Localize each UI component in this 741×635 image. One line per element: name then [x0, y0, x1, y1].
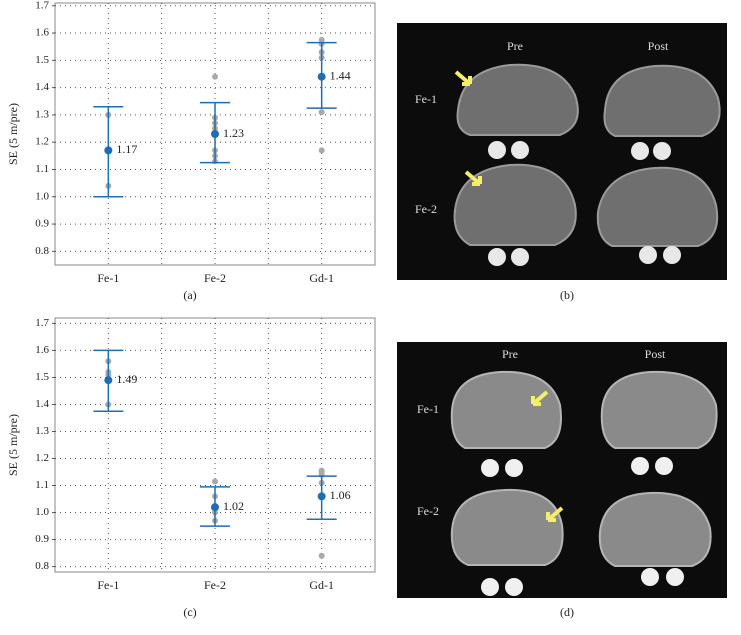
mean-marker	[317, 492, 326, 501]
mean-marker	[104, 376, 113, 385]
value-label: 1.23	[223, 126, 244, 140]
column-label: Post	[645, 347, 666, 361]
mri-slice	[598, 491, 712, 567]
y-tick-label: 1.0	[35, 506, 49, 518]
value-label: 1.17	[116, 142, 137, 156]
value-label: 1.02	[223, 499, 244, 513]
panel-label: (d)	[560, 605, 574, 619]
mean-marker	[211, 130, 219, 138]
y-tick-label: 1.4	[35, 81, 49, 93]
data-point	[318, 552, 325, 559]
x-tick-label: Fe-1	[97, 271, 119, 285]
mean-marker	[317, 72, 326, 81]
mean-marker	[104, 146, 113, 155]
y-tick-label: 1.5	[35, 54, 49, 66]
row-label: Fe-2	[415, 202, 437, 216]
y-tick-label: 1.1	[35, 163, 49, 175]
y-tick-label: 1.5	[35, 371, 49, 383]
y-tick-label: 1.0	[35, 190, 49, 202]
column-label: Pre	[507, 39, 523, 53]
mri-slice	[603, 64, 721, 137]
y-tick-label: 1.4	[35, 398, 49, 410]
arrow	[454, 70, 472, 86]
x-tick-label: Fe-2	[204, 271, 226, 285]
y-axis-label: SE (5 m/pre)	[6, 414, 20, 476]
value-label: 1.49	[116, 372, 137, 386]
panel-label: (c)	[183, 605, 196, 619]
y-tick-label: 1.2	[35, 136, 49, 148]
column-label: Post	[648, 39, 669, 53]
arrow	[546, 506, 564, 522]
y-tick-label: 1.7	[35, 0, 49, 11]
data-point	[212, 478, 218, 485]
data-point	[212, 73, 218, 80]
row-label: Fe-1	[415, 92, 437, 106]
mri-panel-b: Pre Post Fe-1 Fe-2	[397, 23, 727, 280]
mean-marker	[211, 503, 219, 512]
mri-slice	[450, 488, 564, 566]
arrow	[531, 390, 549, 406]
y-tick-label: 0.9	[35, 533, 49, 545]
value-label: 1.44	[330, 68, 351, 82]
row-label: Fe-1	[417, 402, 439, 416]
y-tick-label: 1.3	[35, 425, 49, 437]
mri-slice	[450, 370, 562, 449]
column-label: Pre	[502, 347, 518, 361]
panel-label: (b)	[560, 288, 574, 302]
value-label: 1.06	[330, 488, 351, 502]
y-tick-label: 0.9	[35, 218, 49, 230]
y-axis-label: SE (5 m/pre)	[6, 103, 20, 165]
y-tick-label: 1.3	[35, 108, 49, 120]
mri-slice	[456, 63, 579, 136]
mri-slice	[596, 166, 719, 247]
x-tick-label: Gd-1	[309, 271, 334, 285]
row-label: Fe-2	[417, 504, 439, 518]
y-tick-label: 1.2	[35, 452, 49, 464]
y-tick-label: 0.8	[35, 245, 49, 257]
x-tick-label: Gd-1	[309, 578, 334, 592]
y-tick-label: 0.8	[35, 560, 49, 572]
data-point	[318, 147, 325, 154]
x-tick-label: Fe-1	[97, 578, 119, 592]
y-tick-label: 1.6	[35, 27, 49, 39]
mri-panel-d: Pre Post Fe-1 Fe-2	[397, 342, 727, 598]
y-tick-label: 1.6	[35, 344, 49, 356]
mri-slice	[453, 163, 577, 246]
y-tick-label: 1.1	[35, 479, 49, 491]
y-tick-label: 1.7	[35, 317, 49, 329]
mri-slice	[600, 370, 718, 449]
x-tick-label: Fe-2	[204, 578, 226, 592]
panel-label: (a)	[183, 288, 196, 302]
arrow	[464, 170, 482, 186]
data-point	[318, 109, 325, 116]
